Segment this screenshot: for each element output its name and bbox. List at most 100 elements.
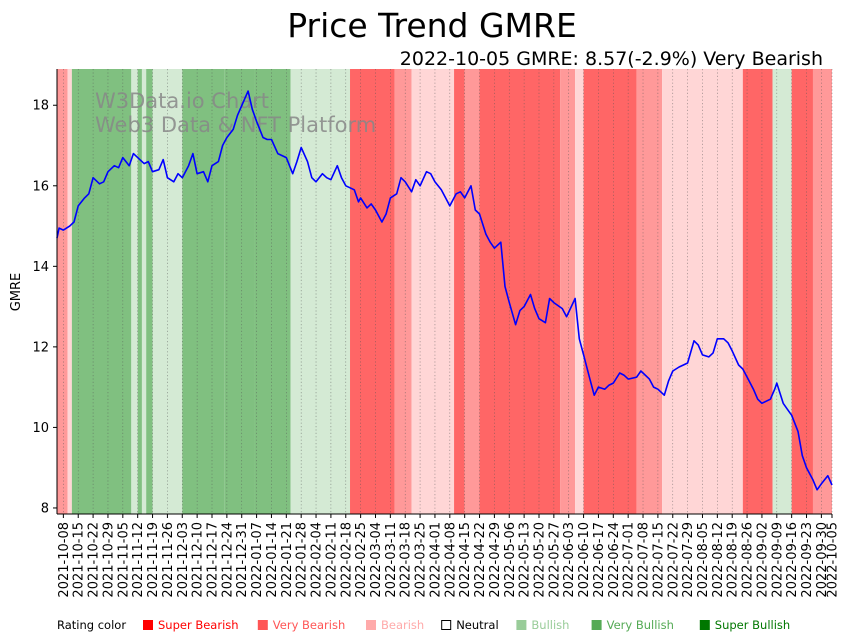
rating-band [454,69,465,514]
x-tick-label: 2022-07-22 [666,522,681,598]
x-tick-label: 2021-11-05 [116,522,131,598]
x-tick-label: 2022-05-20 [532,522,547,598]
legend-label: Neutral [456,618,498,632]
y-tick-label: 14 [32,260,49,275]
x-tick-label: 2022-02-04 [310,522,325,598]
x-tick-label: 2021-12-24 [220,522,235,598]
price-series [56,90,833,491]
rating-band [146,69,153,514]
legend-label: Super Bearish [158,618,239,632]
x-tick-label: 2021-12-03 [176,522,191,598]
legend-swatch [366,620,376,630]
legend-label: Very Bearish [273,618,345,632]
x-tick-label: 2022-07-08 [637,522,652,598]
legend-label: Super Bullish [715,618,790,632]
y-tick-label: 8 [41,501,49,516]
y-tick-label: 10 [32,421,49,436]
x-tick-label: 2022-03-25 [414,522,429,598]
watermark-line-2: Web3 Data & NFT Platform [95,113,376,137]
legend-swatch [441,620,452,630]
x-tick-label: 2021-12-17 [206,522,221,598]
x-tick-label: 2021-11-26 [161,522,176,598]
x-tick-label: 2022-09-16 [785,522,800,598]
x-tick-label: 2022-04-22 [473,522,488,598]
rating-band [67,69,72,514]
x-tick-label: 2022-05-27 [547,522,562,598]
rating-band [560,69,576,514]
x-tick-label: 2022-06-17 [592,522,607,598]
rating-band [290,69,351,514]
legend-swatch [699,620,710,630]
x-tick-label: 2022-09-30 [815,522,830,598]
rating-band [141,69,147,514]
x-tick-label: 2022-10-05 [826,522,841,598]
x-tick-label: 2022-04-08 [443,522,458,598]
legend-swatch [257,620,268,630]
rating-legend: Rating color Super Bearish Very Bearish Be… [57,618,790,632]
x-tick-label: 2022-02-11 [324,522,339,598]
x-tick-label: 2022-06-03 [562,522,577,598]
y-ticks: 8 10 12 14 16 18 [32,99,57,516]
rating-band [464,69,480,514]
x-tick-label: 2022-09-09 [770,522,785,598]
x-tick-label: 2022-08-19 [726,522,741,598]
chart-title: Price Trend GMRE [287,6,577,45]
x-tick-label: 2021-11-19 [146,522,161,598]
legend-label: Very Bullish [607,618,674,632]
x-tick-label: 2022-01-14 [265,522,280,598]
x-tick-label: 2022-05-06 [503,522,518,598]
x-tick-label: 2022-07-29 [681,522,696,598]
y-tick-label: 16 [32,179,49,194]
x-gridlines [63,69,833,514]
rating-band [71,69,132,514]
rating-band [131,69,138,514]
rating-band [137,69,142,514]
rating-band [742,69,773,514]
rating-band [224,69,255,514]
x-tick-label: 2022-03-18 [399,522,414,598]
rating-band [394,69,412,514]
x-tick-label: 2021-12-10 [191,522,206,598]
x-tick-label: 2021-11-12 [131,522,146,598]
x-tick-label: 2021-10-22 [87,522,102,598]
x-tick-label: 2022-08-05 [696,522,711,598]
x-tick-label: 2022-02-18 [339,522,354,598]
x-tick-label: 2021-12-31 [235,522,250,598]
price-line [56,90,833,491]
legend-swatch [516,620,527,630]
x-tick-label: 2022-03-04 [369,522,384,598]
chart-subtitle: 2022-10-05 GMRE: 8.57(-2.9%) Very Bearis… [400,48,823,70]
legend-label: Bearish [381,618,424,632]
x-tick-label: 2022-01-07 [250,522,265,598]
x-tick-label: 2021-10-15 [72,522,87,598]
x-tick-label: 2022-08-26 [741,522,756,598]
x-tick-label: 2022-02-25 [354,522,369,598]
x-tick-label: 2022-01-21 [280,522,295,598]
rating-band [350,69,395,514]
x-tick-label: 2022-04-01 [428,522,443,598]
legend-title: Rating color [57,618,126,632]
x-tick-label: 2021-10-29 [101,522,116,598]
rating-band [411,69,455,514]
rating-band [182,69,225,514]
x-tick-label: 2022-01-28 [295,522,310,598]
rating-band [57,69,68,514]
rating-band [479,69,561,514]
x-tick-label: 2022-07-01 [622,522,637,598]
x-tick-label: 2022-03-11 [384,522,399,598]
y-tick-label: 12 [32,340,49,355]
x-tick-label: 2022-06-10 [577,522,592,598]
x-tick-label: 2022-04-29 [488,522,503,598]
x-tick-label: 2022-04-15 [458,522,473,598]
legend-swatch [143,620,153,630]
rating-band [575,69,584,514]
rating-band [636,69,663,514]
y-tick-label: 18 [32,99,49,114]
y-axis-label: GMRE [9,273,24,312]
x-tick-label: 2021-10-08 [57,522,72,598]
x-tick-label: 2022-09-23 [800,522,815,598]
x-tick-label: 2022-07-15 [651,522,666,598]
legend-label: Bullish [531,618,569,632]
rating-band [812,69,832,514]
